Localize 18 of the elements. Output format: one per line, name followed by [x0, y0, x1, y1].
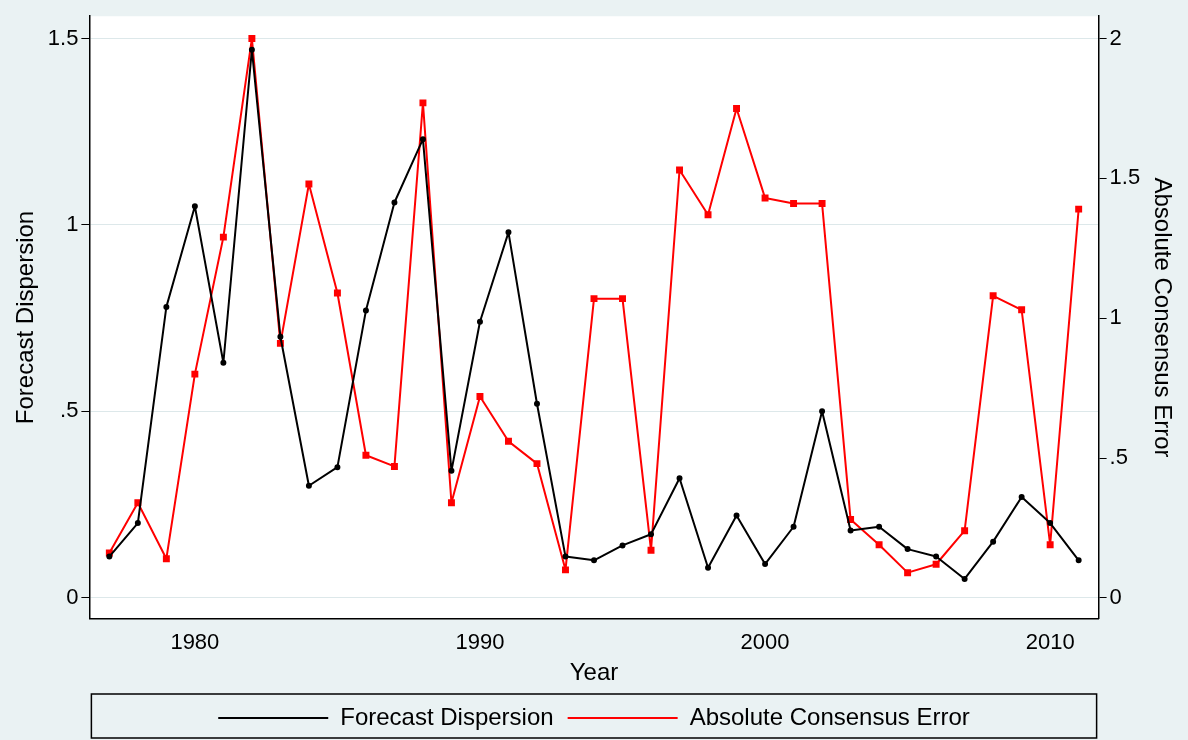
y2-tick-label: 1.5: [1109, 164, 1141, 190]
x-tick-label: 1990: [455, 629, 505, 655]
y2-tick-label: .5: [1109, 444, 1128, 470]
x-tick-label: 2000: [740, 629, 790, 655]
y2-tick-label: 0: [1109, 583, 1122, 609]
legend-label: Forecast Dispersion: [340, 702, 554, 730]
x-tick-label: 1980: [170, 629, 220, 655]
x-tick-label: 2010: [1025, 629, 1075, 655]
y-tick-label: 0: [66, 583, 79, 609]
y-tick-label: 1.5: [47, 24, 79, 50]
y-tick-label: 1: [66, 210, 79, 236]
y2-tick-label: 1: [1109, 304, 1122, 330]
y-tick-label: .5: [60, 397, 79, 423]
y2-axis-title: Absolute Consensus Error: [1149, 177, 1177, 458]
y2-tick-label: 2: [1109, 24, 1122, 50]
x-axis-title: Year: [569, 658, 619, 686]
legend-label: Absolute Consensus Error: [689, 702, 970, 730]
y-axis-title: Forecast Dispersion: [11, 210, 39, 425]
